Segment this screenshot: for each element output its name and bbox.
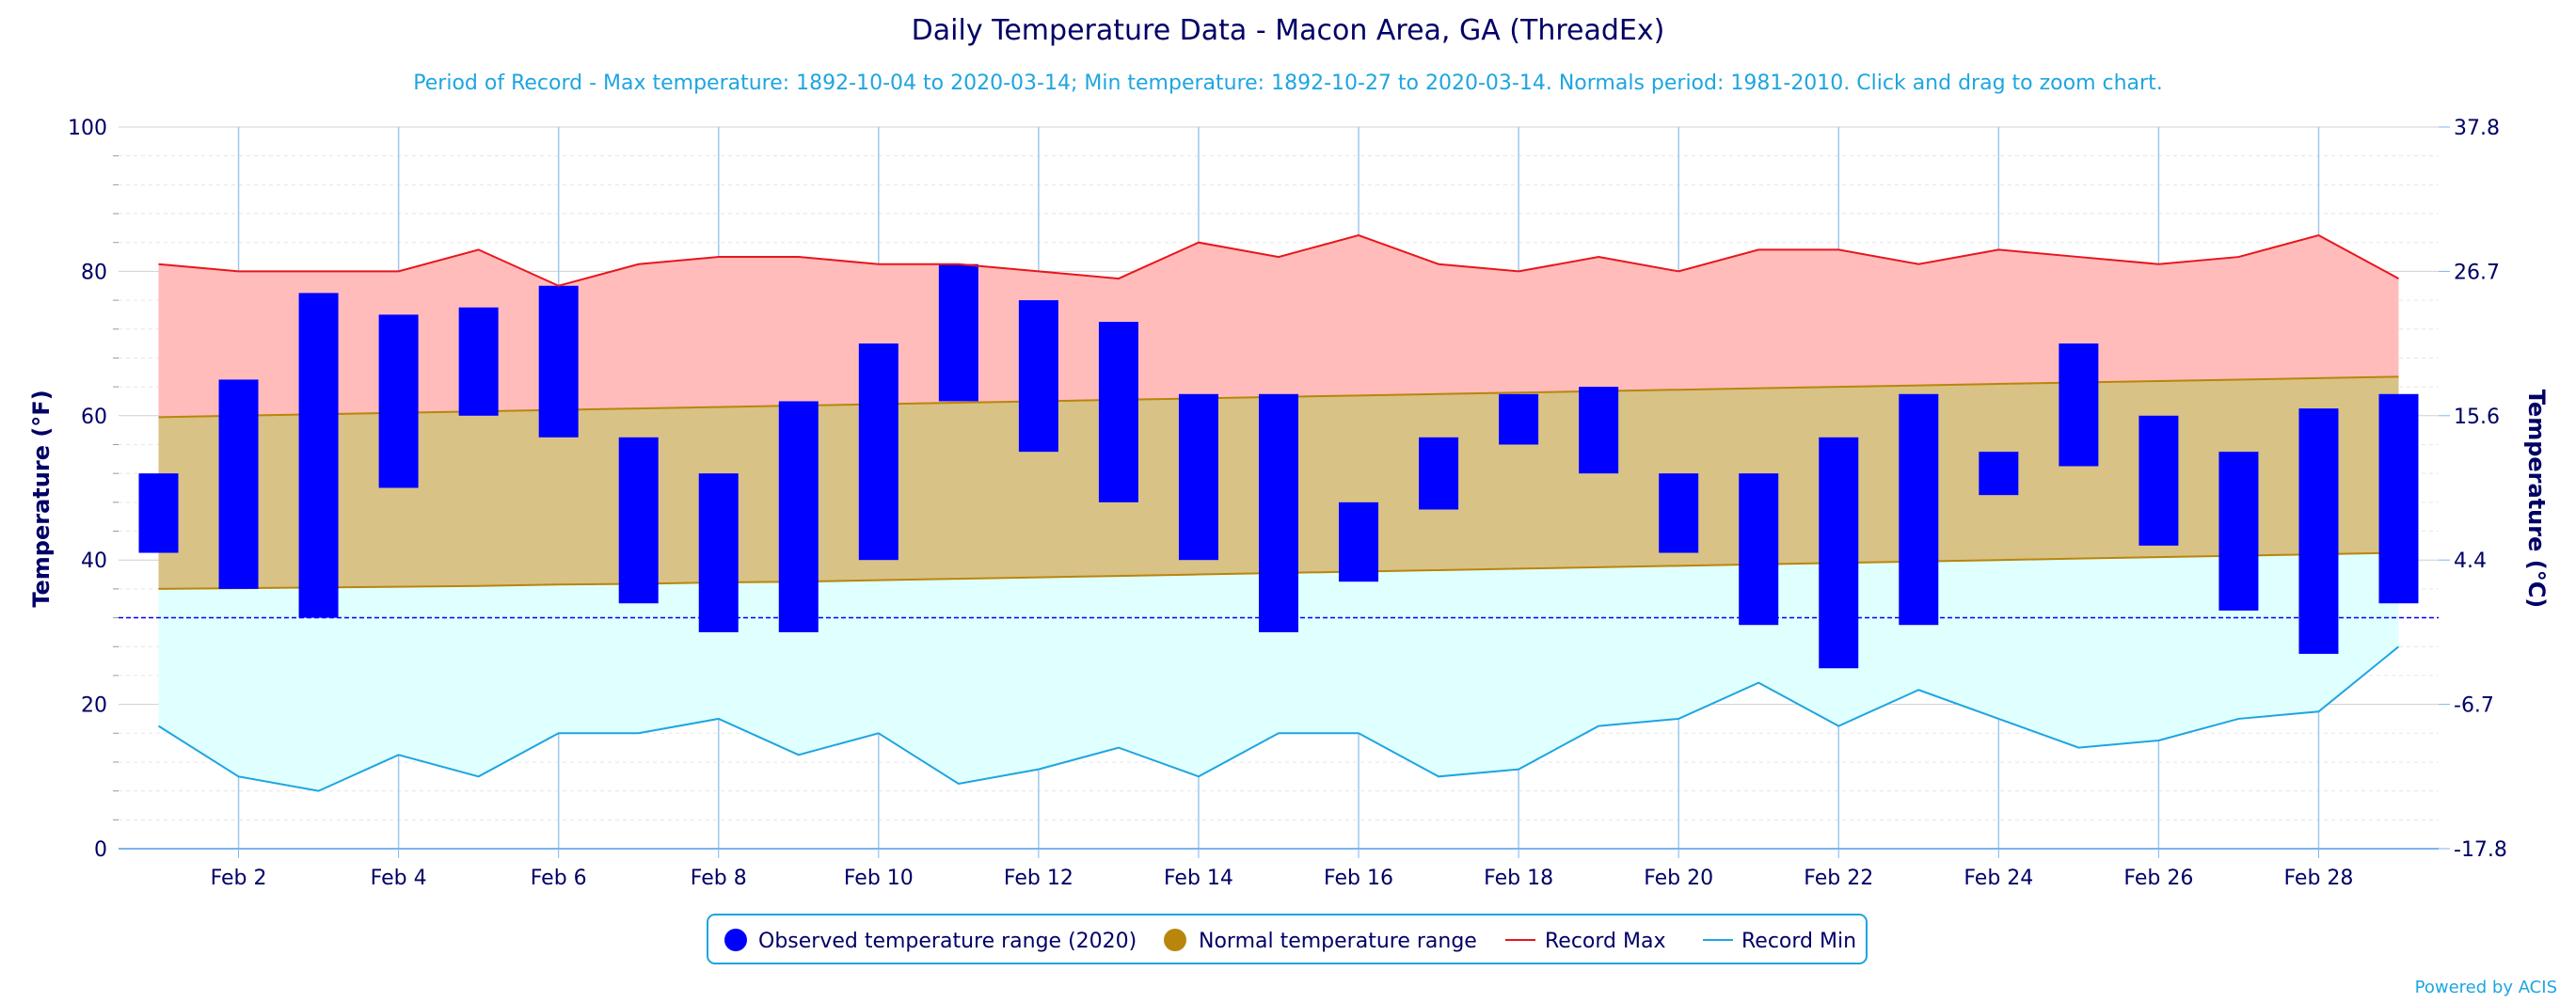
record-max-line (158, 233, 2399, 287)
observed-bar (378, 314, 419, 488)
legend-record-min-label[interactable]: Record Min (1741, 930, 1856, 953)
observed-bar (1979, 452, 2019, 496)
y-tick-label-right: 37.8 (2454, 117, 2500, 140)
y-tick-label-left: 100 (68, 117, 107, 140)
legend-box (707, 914, 1868, 964)
chart-subtitle: Period of Record - Max temperature: 1892… (413, 72, 2162, 95)
observed-bar (2378, 393, 2419, 604)
record-min-line (157, 645, 2400, 792)
x-tick-label: Feb 24 (1964, 867, 2033, 890)
observed-bar (1018, 300, 1058, 453)
observed-bar (538, 285, 579, 438)
record-max-band (158, 235, 2399, 418)
observed-bar (2059, 343, 2099, 467)
y-tick-label-left: 80 (81, 261, 107, 284)
chart-title: Daily Temperature Data - Macon Area, GA … (912, 14, 1665, 47)
legend-normal-label[interactable]: Normal temperature range (1199, 930, 1477, 953)
observed-bar (698, 473, 739, 632)
observed-bar (1419, 437, 1459, 510)
x-tick-label: Feb 18 (1484, 867, 1553, 890)
axes: 0 -17.8 20 -6.7 40 4.4 60 15.6 80 26.7 100 37.8 Feb … (68, 117, 2507, 890)
observed-bar (1899, 393, 1939, 626)
x-tick-label: Feb 22 (1804, 867, 1873, 890)
observed-bars (138, 263, 2419, 669)
y-axis-label-right: Temperature (°C) (2523, 390, 2550, 609)
observed-bar (1659, 473, 1699, 553)
observed-bar (938, 263, 978, 402)
x-tick-label: Feb 12 (1004, 867, 1073, 890)
y-tick-label-right: 4.4 (2454, 549, 2487, 573)
observed-bar (138, 473, 179, 553)
observed-bar (1819, 437, 1859, 669)
x-tick-label: Feb 8 (691, 867, 747, 890)
observed-bar (1178, 393, 1218, 561)
x-tick-label: Feb 4 (371, 867, 427, 890)
x-tick-label: Feb 6 (531, 867, 587, 890)
observed-bar (778, 401, 819, 632)
y-tick-label-right: -17.8 (2454, 838, 2507, 862)
y-tick-label-right: -6.7 (2454, 694, 2494, 718)
observed-bar (458, 307, 499, 416)
observed-bar (618, 437, 659, 604)
credit-link[interactable]: Powered by ACIS (2415, 978, 2557, 997)
observed-bar (858, 343, 898, 561)
x-tick-label: Feb 10 (844, 867, 914, 890)
observed-bar (1579, 387, 1619, 474)
y-axis-label-left: Temperature (°F) (28, 390, 55, 607)
x-tick-label: Feb 28 (2283, 867, 2353, 890)
observed-bar (2139, 415, 2179, 546)
legend[interactable]: Observed temperature range (2020) Normal… (707, 914, 1868, 964)
y-tick-label-right: 15.6 (2454, 406, 2500, 429)
observed-bar (2218, 452, 2259, 611)
x-tick-label: Feb 2 (211, 867, 267, 890)
observed-bar (1259, 393, 1298, 632)
x-tick-label: Feb 20 (1644, 867, 1713, 890)
legend-normal-marker (1164, 929, 1186, 951)
x-tick-label: Feb 16 (1324, 867, 1393, 890)
observed-bar (1339, 502, 1379, 582)
legend-observed-label[interactable]: Observed temperature range (2020) (758, 930, 1137, 953)
observed-bar (1739, 473, 1779, 626)
y-tick-label-right: 26.7 (2454, 261, 2500, 284)
y-tick-label-left: 0 (94, 838, 107, 862)
y-tick-label-left: 60 (81, 406, 107, 429)
observed-bar (1098, 322, 1138, 502)
y-tick-label-left: 20 (81, 694, 107, 718)
legend-observed-marker (724, 929, 747, 951)
observed-bar (218, 379, 259, 589)
observed-bar (1499, 393, 1539, 445)
x-tick-label: Feb 26 (2123, 867, 2193, 890)
observed-bar (2298, 408, 2339, 654)
x-tick-label: Feb 14 (1164, 867, 1233, 890)
legend-record-max-label[interactable]: Record Max (1545, 930, 1666, 953)
y-tick-label-left: 40 (81, 549, 107, 573)
record-lines (119, 233, 2439, 792)
observed-bar (298, 293, 339, 618)
